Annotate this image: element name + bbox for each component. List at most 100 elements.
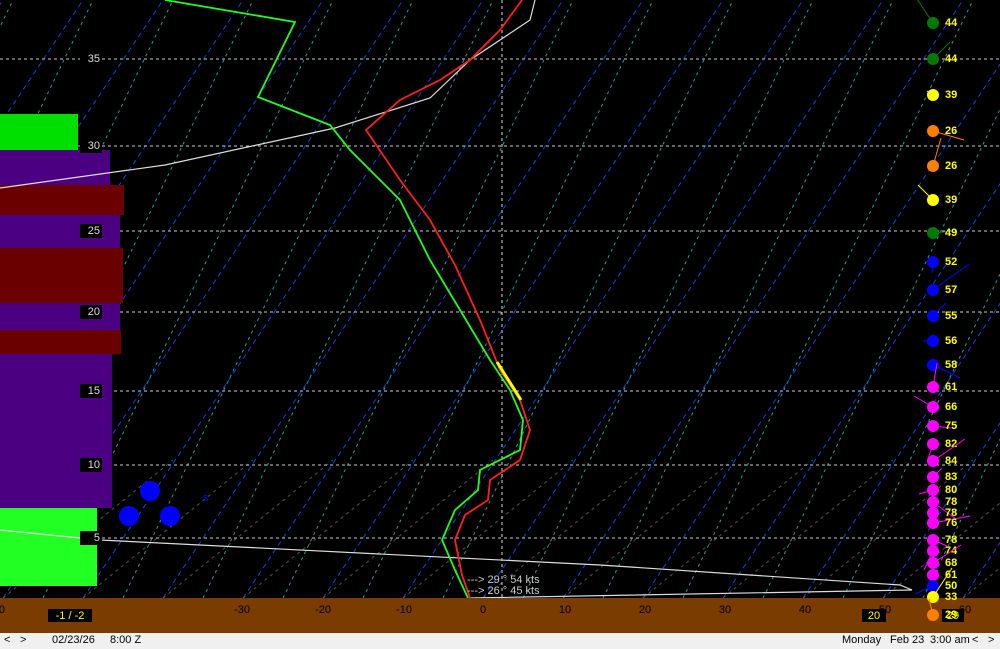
status-bar: < > 02/23/26 8:00 Z Monday Feb 23 3:00 a… <box>0 633 1000 649</box>
prev-button[interactable]: < <box>972 634 979 646</box>
label-bg <box>80 52 102 66</box>
wind-dot <box>927 569 939 581</box>
height-label: 35 <box>88 53 100 65</box>
wind-label: 52 <box>945 256 957 268</box>
prev-button[interactable]: < <box>4 634 11 646</box>
temp-label: 10 <box>559 604 571 616</box>
box-left: 20 <box>868 610 880 622</box>
wind-dot <box>927 17 939 29</box>
isotherm <box>162 0 564 599</box>
adiabat <box>802 459 974 599</box>
temp-label: 50 <box>879 604 891 616</box>
adiabat <box>882 502 1000 599</box>
box-right: 29 <box>947 610 959 622</box>
wind-label: 76 <box>945 517 957 529</box>
wind-dot <box>927 53 939 65</box>
wind-label: 26 <box>945 125 957 137</box>
mixing-line <box>0 0 254 523</box>
surface-wind: ---> 26 ° 45 kts <box>467 585 540 597</box>
wind-label: 84 <box>945 455 958 467</box>
wind-dot <box>927 160 939 172</box>
height-label: 20 <box>88 306 100 318</box>
wind-label: 83 <box>945 471 957 483</box>
wind-dot <box>927 194 939 206</box>
temp-label: 20 <box>639 604 651 616</box>
temp-label: -60 <box>0 604 5 616</box>
wind-label: 55 <box>945 310 957 322</box>
dewpoint-line <box>164 0 524 599</box>
isotherm <box>322 0 724 599</box>
wind-label: 49 <box>945 227 957 239</box>
wind-barb <box>932 438 966 462</box>
wind-dot <box>927 484 939 496</box>
mixing-line <box>122 0 414 599</box>
temp-label: -30 <box>234 604 250 616</box>
adiabat <box>562 459 734 599</box>
wind-label: 57 <box>945 284 957 296</box>
height-label: 30 <box>88 140 100 152</box>
adiabat <box>962 567 1000 599</box>
wind-dot <box>927 545 939 557</box>
adiabat <box>322 459 494 599</box>
date: 02/23/26 <box>52 634 95 646</box>
adiabat <box>482 459 654 599</box>
height-label: 10 <box>88 459 100 471</box>
icon <box>160 506 180 526</box>
mixing-line <box>0 0 94 193</box>
wind-dot <box>927 256 939 268</box>
mixing-line <box>362 0 654 599</box>
mixing-line <box>202 0 494 599</box>
background <box>0 0 1000 633</box>
wind-dot <box>927 359 939 371</box>
wind-label: 56 <box>945 335 957 347</box>
local-date: Feb 23 <box>890 634 925 646</box>
mixing-line <box>0 0 174 358</box>
mixing-line <box>682 0 974 599</box>
icon <box>140 481 160 501</box>
isotherm <box>482 0 884 599</box>
wind-label: 68 <box>945 557 957 569</box>
layer-box: -1 / -2 <box>56 610 85 622</box>
mixing-line <box>282 0 574 599</box>
wind-dot <box>927 609 939 621</box>
wind-label: 29 <box>945 609 957 621</box>
mixing-line <box>602 0 894 599</box>
parcel-segment <box>495 361 523 401</box>
height-label: 15 <box>88 385 100 397</box>
x-axis-band <box>0 598 1000 633</box>
wind-barb <box>932 515 971 524</box>
wind-label: 78 <box>945 496 957 508</box>
wind-label: 39 <box>945 194 957 206</box>
next-button[interactable]: > <box>20 634 27 646</box>
mixing-line <box>42 0 334 599</box>
temp-label: -10 <box>396 604 412 616</box>
isotherm <box>562 0 964 599</box>
label-bg <box>80 139 102 153</box>
wind-label: 33 <box>945 591 957 603</box>
wind-barb <box>932 263 970 291</box>
isotherm <box>802 302 1000 599</box>
mixing-line <box>522 0 814 599</box>
wind-dot <box>927 310 939 322</box>
wind-label: 44 <box>945 53 958 65</box>
wind-dot <box>927 227 939 239</box>
wind-barb <box>917 0 934 24</box>
surface-wind: ---> 29 ° 54 kts <box>467 574 540 586</box>
local-time: 3:00 am <box>930 634 970 646</box>
wind-label: 61 <box>945 381 957 393</box>
label-bg <box>80 531 102 545</box>
isotherm <box>882 422 1000 599</box>
box <box>48 609 92 622</box>
wind-dot <box>927 125 939 137</box>
adiabat <box>82 459 254 599</box>
marker: s <box>203 492 209 504</box>
box <box>862 609 886 622</box>
wind-label: 44 <box>945 17 958 29</box>
label-bg <box>80 305 102 319</box>
wind-label: 39 <box>945 89 957 101</box>
next-button[interactable]: > <box>988 634 995 646</box>
label-bg <box>80 458 102 472</box>
isotherm <box>642 63 1000 599</box>
wind-dot <box>927 471 939 483</box>
wind-dot <box>927 420 939 432</box>
